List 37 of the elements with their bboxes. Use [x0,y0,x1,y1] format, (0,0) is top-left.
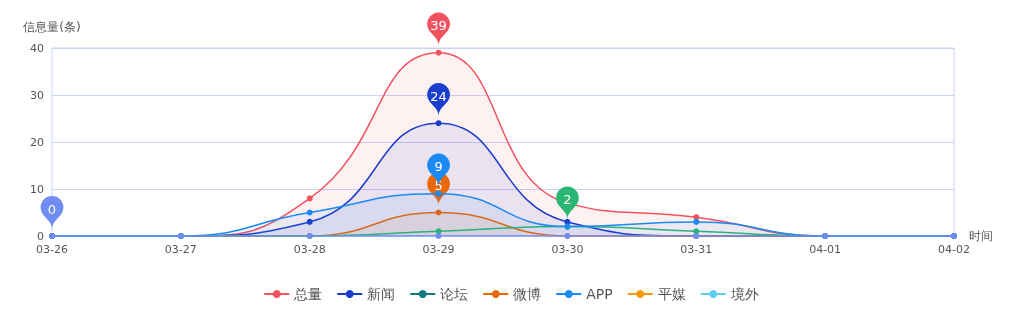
data-label: 2 [563,192,572,208]
y-tick-label: 0 [37,229,44,243]
data-label: 24 [430,88,447,104]
y-axis-title: 信息量(条) [23,20,81,34]
point [306,195,313,202]
x-tick-label: 04-01 [809,243,842,256]
x-tick-label: 03-27 [164,243,197,256]
legend-label: 新闻 [367,286,396,302]
legend-label: 微博 [513,286,542,302]
point [435,190,442,197]
legend-label: 境外 [729,286,759,302]
legend-label: 论坛 [440,286,469,302]
y-tick-label: 40 [30,41,44,55]
legend-label: 总量 [293,286,323,302]
point [693,214,700,221]
data-label: 0 [47,201,57,217]
y-tick-label: 30 [30,88,44,102]
data-label: 9 [434,159,443,175]
legend-label: APP [586,286,613,302]
legend-label: 平媒 [657,286,686,302]
y-tick-label: 10 [30,182,44,196]
y-tick-label: 20 [30,135,44,149]
x-tick-label: 03-31 [680,243,713,256]
point [306,218,313,225]
x-tick-label: 04-02 [938,243,970,256]
x-tick-label: 03-29 [422,243,455,256]
point [435,209,442,216]
x-tick-label: 03-30 [551,243,584,256]
point [693,218,700,225]
point [435,233,442,239]
x-tick-label: 03-28 [293,243,326,256]
data-label: 39 [430,18,447,34]
data-label: 5 [434,178,443,194]
x-axis-title: 时间 [969,229,993,243]
point [435,49,442,56]
x-tick-label: 03-26 [36,243,68,256]
point [435,120,442,127]
